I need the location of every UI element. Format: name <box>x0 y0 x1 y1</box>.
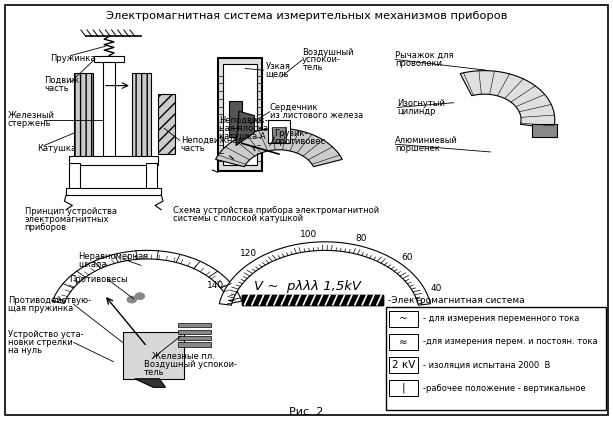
Bar <box>74 73 93 158</box>
Text: Воздушный: Воздушный <box>302 48 354 57</box>
Bar <box>178 336 211 340</box>
Bar <box>386 307 606 410</box>
Text: часть: часть <box>44 83 69 93</box>
Text: - изоляция испытана 2000  В: - изоляция испытана 2000 В <box>423 360 550 370</box>
Circle shape <box>127 296 137 303</box>
Text: тель: тель <box>302 63 322 72</box>
Text: часть: часть <box>181 143 205 153</box>
Text: системы с плоской катушкой: системы с плоской катушкой <box>173 214 303 223</box>
Text: приборов: приборов <box>25 223 67 232</box>
Text: противовес: противовес <box>275 137 326 146</box>
Text: Воздушный успокои-: Воздушный успокои- <box>144 360 237 369</box>
Bar <box>229 101 242 137</box>
Bar <box>69 163 80 190</box>
Text: Неравномерная: Неравномерная <box>78 252 148 262</box>
Text: Противовесы: Противовесы <box>69 274 128 284</box>
Text: Сердечник: Сердечник <box>270 103 318 113</box>
Text: 40: 40 <box>430 284 442 293</box>
Text: -для измерения перем. и постоян. тока: -для измерения перем. и постоян. тока <box>423 337 598 347</box>
Circle shape <box>135 293 145 300</box>
Polygon shape <box>460 71 555 128</box>
Text: шкала: шкала <box>78 260 107 269</box>
Bar <box>389 334 418 350</box>
Text: Изогнутый: Изогнутый <box>397 99 445 108</box>
Text: Принцип устройства: Принцип устройства <box>25 207 116 217</box>
Text: проволоки: проволоки <box>395 59 443 68</box>
Text: успокои-: успокои- <box>302 55 341 65</box>
Text: V ~  рλλλ 1,5kV: V ~ рλλλ 1,5kV <box>254 280 362 293</box>
Bar <box>132 73 151 158</box>
Text: стержень: стержень <box>8 119 51 128</box>
Text: Электромагнитная система измерительных механизмов приборов: Электромагнитная система измерительных м… <box>106 11 507 21</box>
Text: электромагнитных: электромагнитных <box>25 215 109 224</box>
Text: 100: 100 <box>300 230 317 239</box>
Bar <box>178 342 211 347</box>
Text: ≈: ≈ <box>399 337 408 347</box>
Text: Неподвиж-: Неподвиж- <box>219 116 268 125</box>
Bar <box>218 58 262 171</box>
Text: Алюминиевый: Алюминиевый <box>395 136 458 145</box>
Text: щель: щель <box>265 69 289 79</box>
Bar <box>123 332 184 379</box>
Text: Железный: Железный <box>8 111 55 120</box>
Bar <box>532 124 557 137</box>
Text: поршенек: поршенек <box>395 143 440 153</box>
Text: 60: 60 <box>402 253 413 262</box>
Text: Неподвижная: Неподвижная <box>181 136 242 145</box>
Bar <box>389 380 418 396</box>
Text: Устройство уста-: Устройство уста- <box>8 330 83 339</box>
Bar <box>223 64 257 165</box>
Text: -рабочее положение - вертикальное: -рабочее положение - вертикальное <box>423 383 585 393</box>
Bar <box>178 330 211 334</box>
Text: Грузик-: Грузик- <box>275 129 308 138</box>
Bar <box>242 295 383 305</box>
Bar <box>103 56 115 163</box>
Text: 80: 80 <box>356 234 367 243</box>
Polygon shape <box>219 242 430 305</box>
Text: Пружинка: Пружинка <box>50 54 96 63</box>
Text: Узкая: Узкая <box>265 62 291 71</box>
Polygon shape <box>216 128 342 166</box>
Bar <box>69 156 158 165</box>
Text: катушка А: катушка А <box>219 131 266 141</box>
Bar <box>389 311 418 327</box>
Text: Катушка: Катушка <box>37 144 76 154</box>
Text: ~: ~ <box>399 314 408 324</box>
Text: Рис. 2: Рис. 2 <box>289 407 324 417</box>
Bar <box>272 127 286 142</box>
Text: Рычажок для: Рычажок для <box>395 51 454 60</box>
Text: щая пружинка: щая пружинка <box>8 303 73 313</box>
Text: тель: тель <box>144 368 164 377</box>
Text: на нуль: на нуль <box>8 345 42 355</box>
Bar <box>242 295 383 305</box>
Bar <box>268 120 290 143</box>
Text: Схема устройства прибора электромагнитной: Схема устройства прибора электромагнитно… <box>173 206 379 215</box>
Text: 140: 140 <box>207 281 224 290</box>
Text: Железные пл.: Железные пл. <box>152 351 215 361</box>
Bar <box>146 163 157 190</box>
Polygon shape <box>52 250 242 303</box>
Text: цилиндр: цилиндр <box>397 107 436 116</box>
Polygon shape <box>135 379 166 387</box>
Bar <box>66 188 161 195</box>
Text: |: | <box>402 383 405 393</box>
Text: Подвиж.: Подвиж. <box>44 76 82 85</box>
Text: из листового железа: из листового железа <box>270 111 363 120</box>
Text: - для измерения переменного тока: - для измерения переменного тока <box>423 314 579 324</box>
Bar <box>178 323 211 327</box>
Polygon shape <box>236 111 254 146</box>
Text: -Электромагнитная система: -Электромагнитная система <box>388 295 525 305</box>
Text: ная плоска: ная плоска <box>219 124 268 133</box>
Bar <box>94 56 124 62</box>
Bar <box>389 357 418 373</box>
Text: новки стрелки: новки стрелки <box>8 338 73 347</box>
Text: 120: 120 <box>240 249 257 258</box>
Bar <box>158 94 175 154</box>
Text: 2 кV: 2 кV <box>392 360 415 370</box>
Text: Противодействую-: Противодействую- <box>8 296 91 305</box>
